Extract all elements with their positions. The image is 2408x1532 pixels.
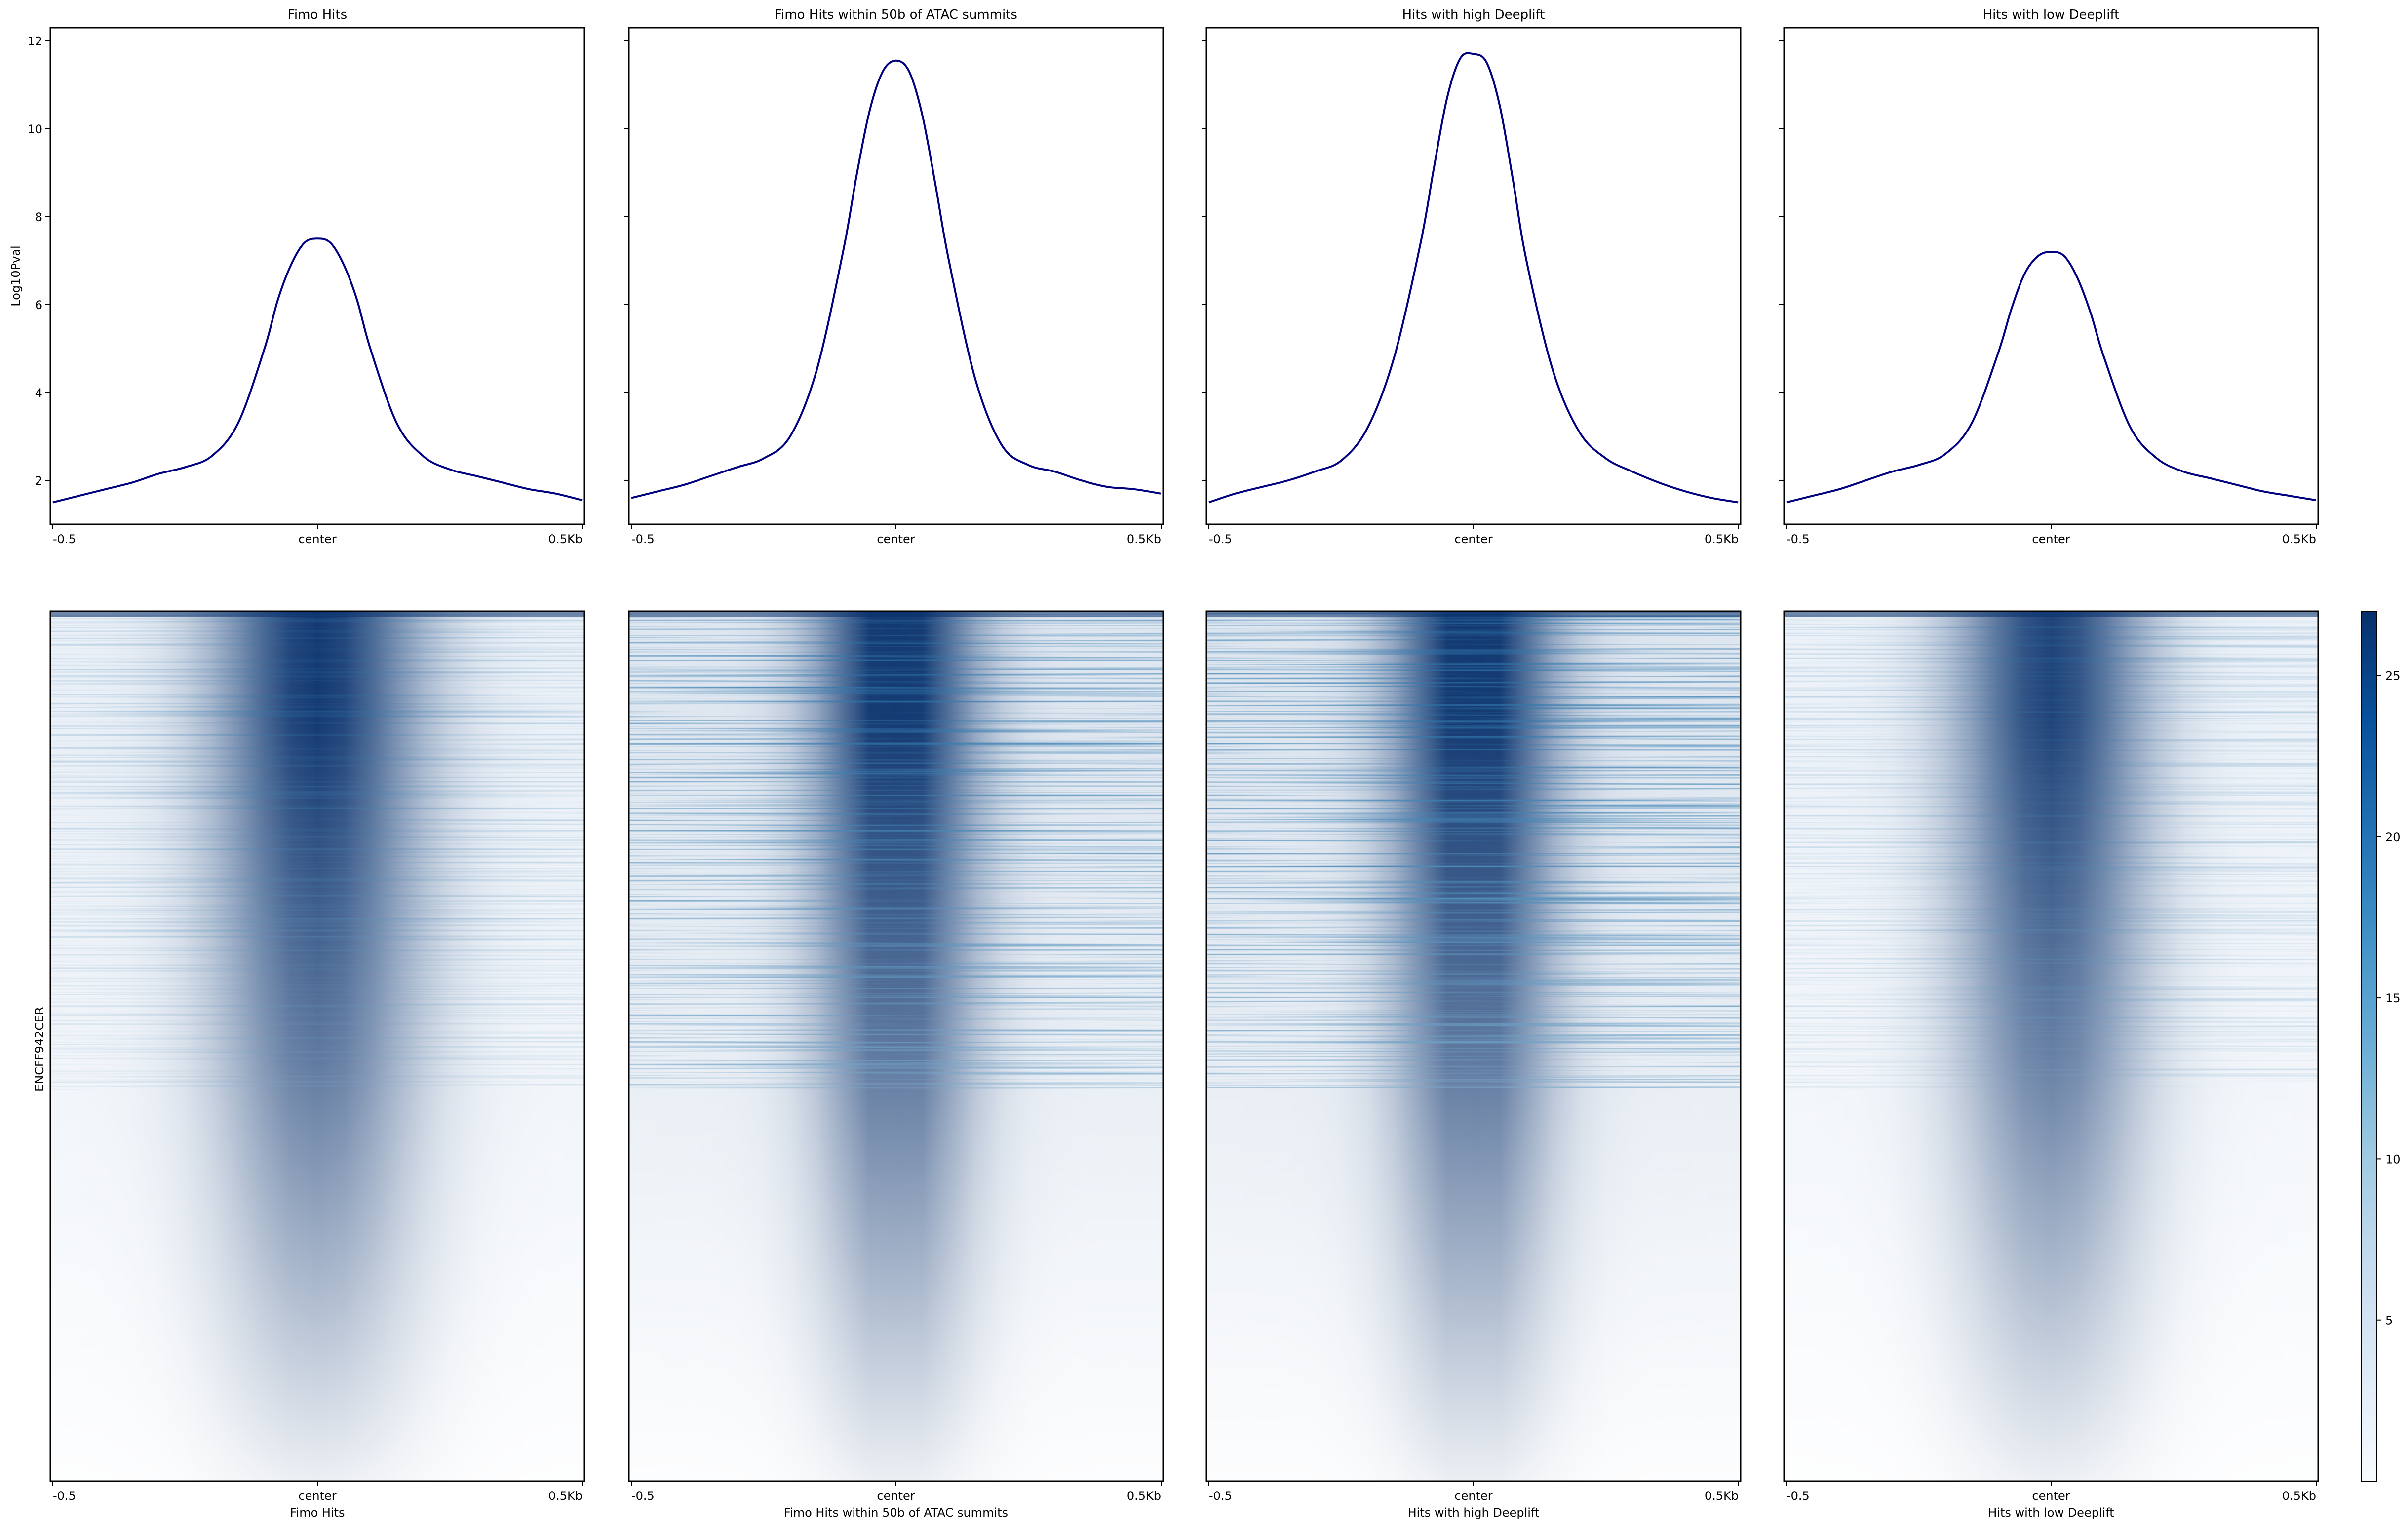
- colorbar-tick-label: 15: [2385, 991, 2401, 1005]
- heatmap-xtick-label: center: [2032, 1489, 2070, 1503]
- heatmap-panel-2: [629, 611, 1163, 1481]
- profile-ytick-label: 2: [35, 474, 42, 488]
- heatmap-xtick-label: center: [1454, 1489, 1492, 1503]
- heatmap-xlabel-1: Fimo Hits: [290, 1506, 345, 1520]
- profile-xtick-center-3: center: [1454, 532, 1492, 546]
- profile-panel-1: Fimo Hits Log10Pval 2 4 6 8 10 12 -0.5 center…: [9, 7, 585, 546]
- profile-xticks-1: -0.5 center 0.5Kb: [52, 524, 583, 546]
- profile-frame-3: [1205, 27, 1742, 525]
- profile-xtick-center-2: center: [877, 532, 915, 546]
- profile-frame-2: [628, 27, 1164, 525]
- heatmap-xtick-label: center: [877, 1489, 915, 1503]
- profile-xtick-right-1: 0.5Kb: [548, 532, 583, 546]
- profile-panel-3: Hits with high Deeplift -0.5 center 0.5K…: [1202, 7, 1742, 546]
- heatmap-panel-4: [1784, 611, 2318, 1481]
- profile-ytick-label: 4: [35, 386, 42, 400]
- colorbar-tick-label: 5: [2385, 1314, 2393, 1328]
- profile-yticks-2: [624, 40, 629, 481]
- heatmap-xtick-label: -0.5: [1787, 1489, 1810, 1503]
- profile-xtick-right-4: 0.5Kb: [2282, 532, 2316, 546]
- heatmap-xtick-label: 0.5Kb: [1127, 1489, 1161, 1503]
- heatmap-fade: [1784, 715, 2318, 1481]
- heatmap-xtick-label: center: [298, 1489, 336, 1503]
- colorbar-tick-label: 20: [2385, 830, 2401, 844]
- heatmap-fade: [1206, 715, 1741, 1481]
- profile-yticks-3: [1202, 40, 1206, 481]
- profile-yticks-1: 2 4 6 8 10 12: [27, 35, 50, 488]
- profile-xticks-4: -0.5 center 0.5Kb: [1786, 524, 2317, 546]
- heatmap-top-band: [1206, 611, 1741, 617]
- profile-ylabel: Log10Pval: [9, 245, 23, 306]
- heatmap-top-band: [50, 611, 584, 617]
- heatmap-plots: ENCFF942CER -0.5 center 0.5Kb Fimo Hits -0.5…: [33, 610, 2319, 1520]
- profile-xticks-2: -0.5 center 0.5Kb: [631, 524, 1162, 546]
- profile-title-3: Hits with high Deeplift: [1402, 7, 1545, 22]
- profile-xtick-right-3: 0.5Kb: [1705, 532, 1739, 546]
- colorbar-fill: [2361, 611, 2377, 1482]
- profile-line-4: [1786, 250, 2316, 504]
- heatmap-ylabel: ENCFF942CER: [33, 1007, 46, 1092]
- heatmap-xtick-label: -0.5: [1209, 1489, 1232, 1503]
- heatmap-xtick-label: 0.5Kb: [548, 1489, 583, 1503]
- profile-line-3: [1208, 52, 1739, 504]
- profile-xtick-center-1: center: [298, 532, 336, 546]
- heatmap-xtick-label: 0.5Kb: [2282, 1489, 2316, 1503]
- profile-line-2: [631, 59, 1161, 499]
- colorbar: 5 10 15 20 25: [2361, 611, 2401, 1482]
- profile-plots: Fimo Hits Log10Pval 2 4 6 8 10 12 -0.5 center…: [9, 7, 2319, 546]
- profile-yticks-4: [1779, 40, 1784, 481]
- profile-frame-4: [1783, 27, 2319, 525]
- heatmap-xlabel-2: Fimo Hits within 50b of ATAC summits: [784, 1506, 1008, 1520]
- colorbar-tick-label: 25: [2385, 669, 2401, 683]
- heatmap-xtick-label: 0.5Kb: [1705, 1489, 1739, 1503]
- profile-ytick-label: 6: [35, 298, 42, 312]
- profile-frame-1: [49, 27, 585, 525]
- heatmap-panel-1: [50, 611, 584, 1481]
- profile-panel-2: Fimo Hits within 50b of ATAC summits -0.…: [624, 7, 1164, 546]
- profile-xtick-left-2: -0.5: [631, 532, 655, 546]
- heatmap-xlabel-3: Hits with high Deeplift: [1408, 1506, 1540, 1520]
- profile-ytick-label: 10: [27, 122, 42, 136]
- profile-ytick-label: 12: [27, 35, 42, 48]
- profile-ytick-label: 8: [35, 210, 42, 224]
- heatmap-fade: [629, 715, 1163, 1481]
- profile-xticks-3: -0.5 center 0.5Kb: [1208, 524, 1739, 546]
- profile-xtick-left-1: -0.5: [53, 532, 76, 546]
- heatmap-top-band: [629, 611, 1163, 617]
- colorbar-tick-label: 10: [2385, 1152, 2401, 1166]
- heatmap-fade: [50, 715, 584, 1481]
- heatmap-top-band: [1784, 611, 2318, 617]
- colorbar-ticks: 5 10 15 20 25: [2376, 669, 2401, 1328]
- heatmap-xtick-label: -0.5: [631, 1489, 655, 1503]
- profile-panel-4: Hits with low Deeplift -0.5 center 0.5Kb: [1779, 7, 2319, 546]
- profile-title-1: Fimo Hits: [288, 7, 347, 22]
- profile-xtick-left-3: -0.5: [1209, 532, 1232, 546]
- profile-line-1: [52, 237, 583, 504]
- profile-xtick-right-2: 0.5Kb: [1127, 532, 1161, 546]
- profile-title-4: Hits with low Deeplift: [1983, 7, 2120, 22]
- heatmap-panel-3: [1206, 611, 1741, 1481]
- heatmap-xtick-label: -0.5: [53, 1489, 76, 1503]
- profile-xtick-center-4: center: [2032, 532, 2070, 546]
- profile-title-2: Fimo Hits within 50b of ATAC summits: [775, 7, 1017, 22]
- heatmap-xlabel-4: Hits with low Deeplift: [1988, 1506, 2114, 1520]
- profile-xtick-left-4: -0.5: [1787, 532, 1810, 546]
